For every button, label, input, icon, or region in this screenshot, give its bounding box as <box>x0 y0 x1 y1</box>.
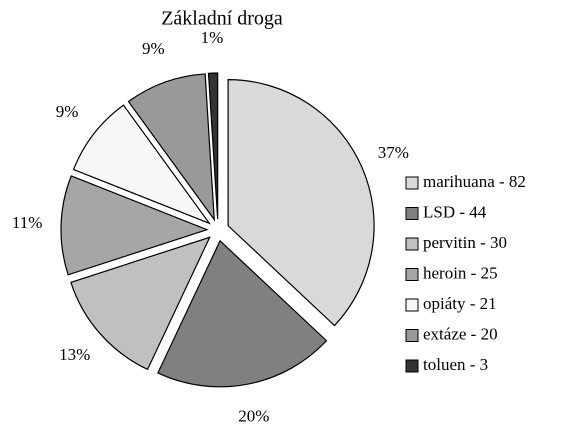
chart-title: Základní droga <box>161 8 283 30</box>
legend-label: extáze - 20 <box>423 324 498 343</box>
pie-slice <box>157 239 328 388</box>
legend-label: heroin - 25 <box>423 263 498 282</box>
pie-slice <box>70 236 211 371</box>
legend-swatch <box>405 298 419 312</box>
pie-slice <box>127 73 216 222</box>
legend-swatch <box>405 207 419 220</box>
data-label: 1% <box>201 28 224 47</box>
pie-slice <box>227 79 375 327</box>
legend-label: pervitin - 30 <box>423 233 507 252</box>
legend-swatch <box>405 176 419 190</box>
pie-slice <box>72 104 212 225</box>
legend-label: marihuana - 82 <box>423 172 526 191</box>
data-label: 20% <box>238 407 269 424</box>
data-label: 11% <box>12 213 43 232</box>
pie-slice <box>207 72 219 220</box>
legend-swatch <box>405 359 419 373</box>
legend-swatch <box>405 268 419 281</box>
data-label: 13% <box>59 345 90 364</box>
data-label: 9% <box>142 39 165 58</box>
legend-label: LSD - 44 <box>423 202 487 221</box>
legend-label: opiáty - 21 <box>423 294 497 313</box>
legend-swatch <box>405 237 419 251</box>
pie-slice <box>60 175 209 276</box>
legend-swatch <box>405 329 419 342</box>
data-label: 37% <box>378 143 409 162</box>
data-label: 9% <box>56 102 79 121</box>
legend-label: toluen - 3 <box>423 355 488 374</box>
